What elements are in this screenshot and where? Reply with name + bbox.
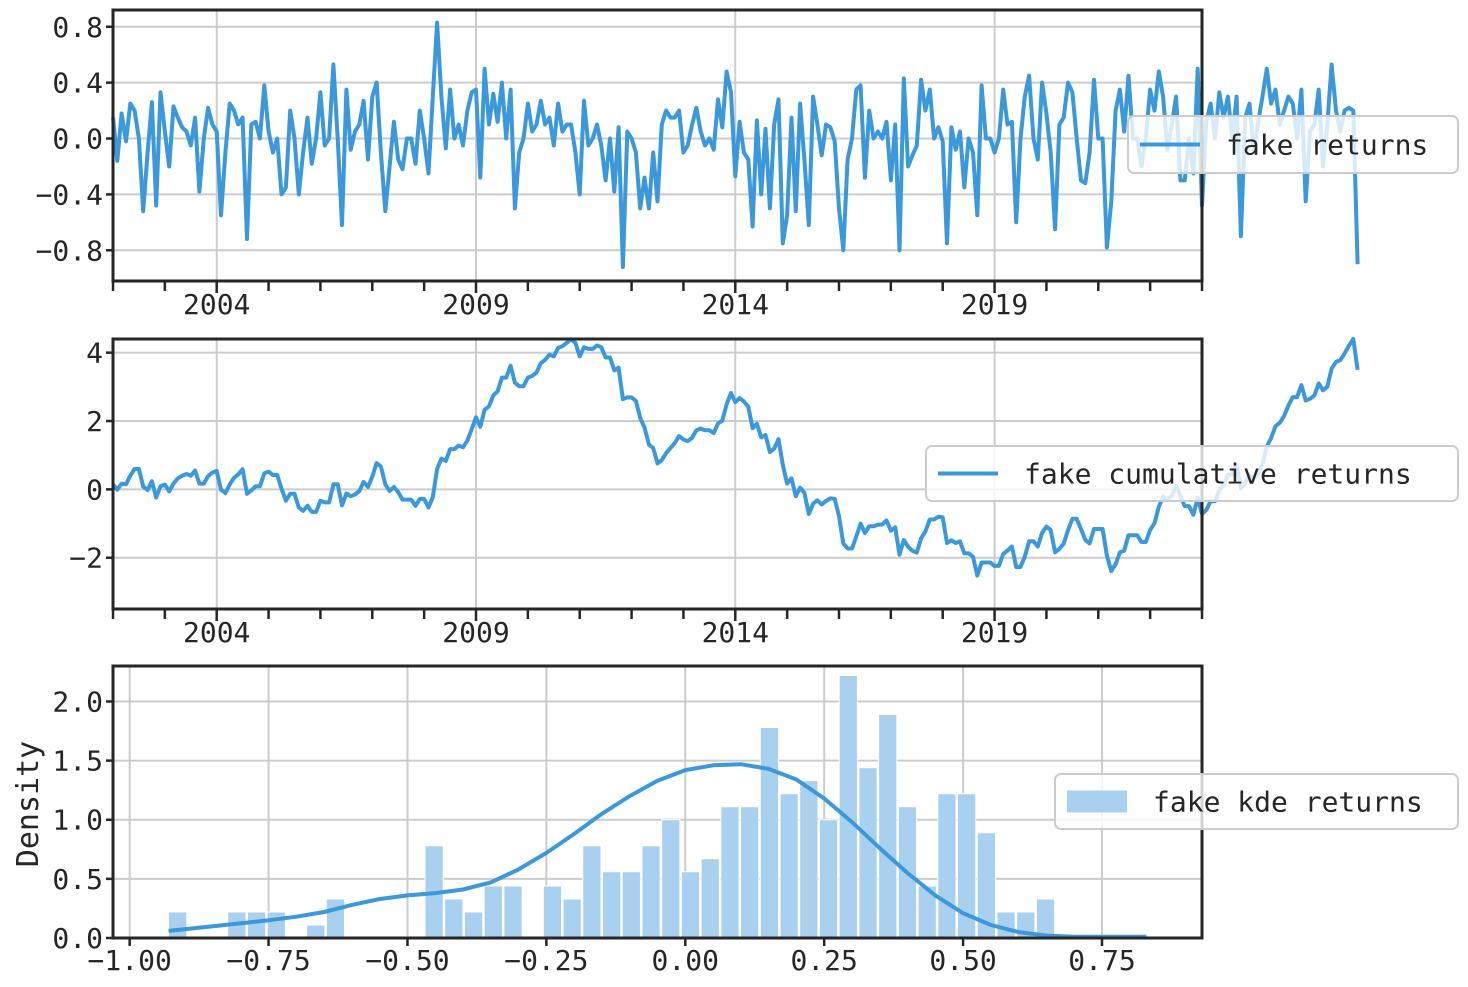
histogram-bar	[740, 806, 760, 939]
histogram-bar	[779, 793, 799, 939]
histogram-bar	[858, 767, 878, 939]
histogram-bar	[463, 911, 484, 939]
x-tick-label: 2004	[183, 288, 250, 321]
x-tick-label: −0.50	[365, 944, 449, 977]
kde-curve	[168, 762, 1147, 939]
histogram-bar	[562, 898, 582, 939]
x-tick-label: 0.00	[652, 944, 719, 977]
panel-kde: 0.0 0.5 1.0 1.5 2.0 −1.00 −0.75 −0.50 −0.25 0.00 0…	[11, 664, 1459, 977]
legend: fake returns	[1127, 115, 1459, 174]
y-tick-label: 2.0	[52, 685, 103, 718]
histogram-bar	[621, 871, 641, 939]
legend-label: fake cumulative returns	[1024, 458, 1412, 491]
x-tick-label: 0.50	[929, 944, 996, 977]
y-tick-label: 2	[86, 405, 103, 438]
histogram-bar	[1035, 898, 1056, 939]
histogram-bar	[266, 911, 286, 939]
histogram-bar	[661, 819, 681, 939]
x-tick-label: 2019	[961, 288, 1028, 321]
histogram-bar	[325, 898, 346, 939]
y-tick-label: 0.0	[52, 922, 103, 955]
histogram-bar	[720, 806, 740, 939]
y-tick-label: 0.8	[52, 11, 103, 44]
histogram-bar	[799, 780, 819, 939]
y-tick-label: 1.0	[52, 804, 103, 837]
legend-box	[925, 445, 1459, 502]
y-tick-label: −2	[69, 542, 103, 575]
y-tick-label: 0.5	[52, 863, 103, 896]
histogram-bar	[582, 845, 602, 939]
x-tick-label: −1.00	[88, 944, 172, 977]
legend-box	[1127, 115, 1459, 174]
series-line-cumulative	[111, 337, 1360, 578]
y-tick-label: 4	[86, 337, 103, 370]
legend-patch-swatch	[1067, 790, 1127, 813]
x-tick-label: 0.25	[790, 944, 857, 977]
y-axis-label: Density	[11, 741, 46, 867]
y-tick-label: 0.4	[52, 67, 103, 100]
histogram-bar	[838, 674, 858, 939]
x-tick-label: 2004	[183, 616, 250, 649]
y-tick-label: 0.0	[52, 123, 103, 156]
x-tick-label: 2009	[442, 288, 509, 321]
x-tick-label: 2019	[961, 616, 1028, 649]
histogram-bar	[680, 871, 701, 939]
histogram-bar	[542, 885, 563, 939]
histogram-bar	[601, 871, 622, 939]
histogram-bar	[641, 845, 661, 939]
series-line-returns	[111, 20, 1360, 269]
histogram-bar	[937, 793, 957, 939]
y-tick-label: 0	[86, 473, 103, 506]
legend-label: fake returns	[1226, 129, 1428, 162]
x-tick-label: 0.75	[1068, 944, 1135, 977]
histogram-bar	[444, 898, 464, 939]
x-tick-label: −0.25	[504, 944, 588, 977]
legend: fake kde returns	[1054, 773, 1459, 830]
y-tick-label: −0.8	[36, 234, 103, 267]
x-tick-label: −0.75	[226, 944, 310, 977]
y-tick-label: −0.4	[36, 178, 103, 211]
y-tick-label: 1.5	[52, 745, 103, 778]
panel-cumulative: −2 0 2 4 2004 2009 2014 2019 fake cumulative ret…	[69, 337, 1459, 649]
histogram-bar	[700, 858, 720, 939]
x-tick-label: 2014	[702, 288, 769, 321]
histogram-bar	[168, 911, 188, 939]
legend-label: fake kde returns	[1153, 786, 1423, 819]
histogram-bar	[996, 911, 1016, 939]
histogram-bar	[483, 885, 503, 939]
histogram-bar	[759, 726, 780, 939]
histogram-bar	[818, 819, 839, 939]
histogram-bar	[503, 885, 523, 939]
panel-returns: −0.8 −0.4 0.0 0.4 0.8 2004 2009 2014 2019 fake re…	[36, 8, 1459, 321]
x-tick-label: 2009	[442, 616, 509, 649]
legend-box	[1054, 773, 1459, 830]
histogram-bar	[246, 911, 267, 939]
x-tick-label: 2014	[702, 616, 769, 649]
histogram-bar	[306, 924, 326, 939]
legend: fake cumulative returns	[925, 445, 1459, 502]
histogram-bar	[878, 713, 898, 939]
